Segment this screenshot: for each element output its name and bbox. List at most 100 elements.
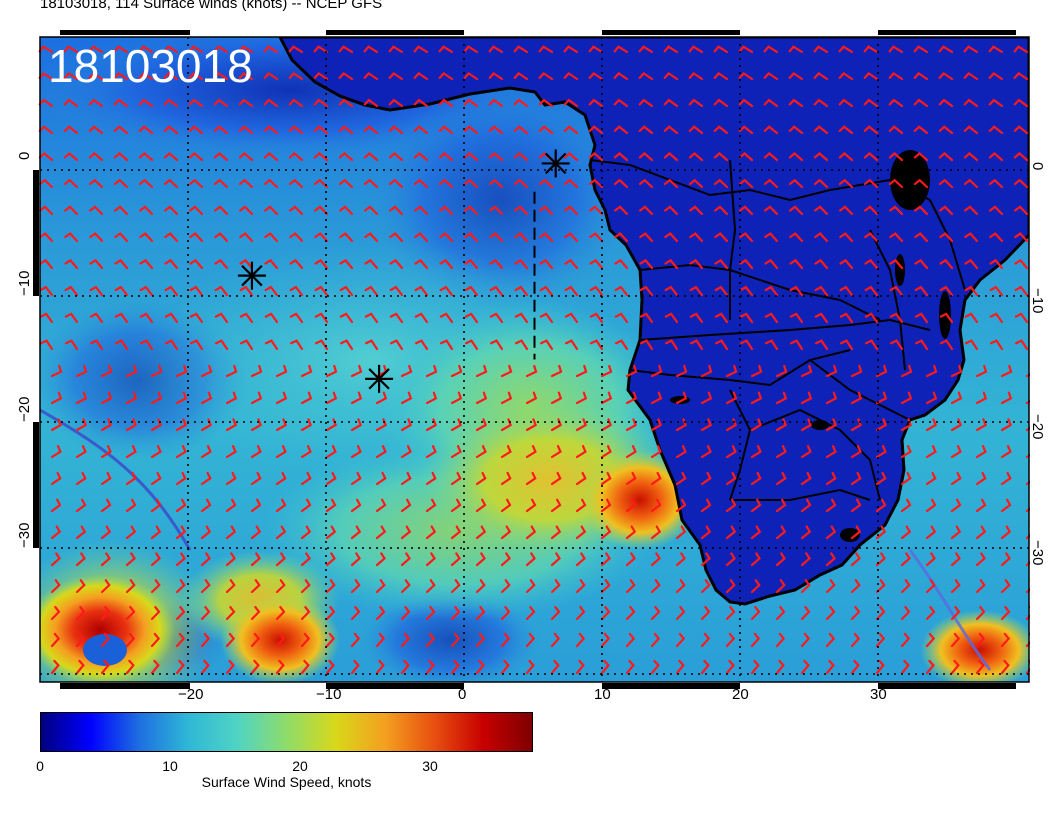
- wind-barb: [488, 45, 504, 54]
- wind-barb: [863, 125, 879, 135]
- wind-barb: [800, 498, 812, 513]
- wind-barb: [325, 552, 336, 567]
- wind-barb: [675, 391, 688, 405]
- wind-barb: [438, 125, 454, 135]
- wind-barb: [900, 525, 912, 540]
- storm-markers: [237, 149, 570, 393]
- wind-barb: [788, 125, 804, 135]
- wind-barb: [100, 659, 110, 675]
- wind-barb: [1025, 453, 1030, 459]
- wind-barb: [775, 418, 788, 432]
- wind-barb: [613, 45, 629, 54]
- wind-barb: [1025, 426, 1030, 432]
- wind-barb: [363, 45, 379, 54]
- wind-barb: [439, 285, 454, 297]
- wind-barb: [125, 471, 137, 486]
- wind-barb: [775, 632, 786, 648]
- wind-barb: [300, 605, 311, 621]
- wind-barb: [88, 178, 104, 189]
- wind-barb: [200, 498, 212, 513]
- wind-barb: [714, 232, 729, 243]
- wind-barb: [914, 258, 929, 270]
- wind-barb: [1014, 339, 1029, 351]
- wind-barb: [638, 71, 654, 81]
- wind-barb: [400, 364, 413, 378]
- wind-barb: [325, 659, 335, 675]
- wind-barb: [825, 364, 838, 378]
- wind-barb: [538, 71, 554, 81]
- wind-barb: [514, 312, 529, 324]
- wind-barb: [963, 98, 979, 108]
- wind-barb: [214, 232, 229, 243]
- wind-barb: [139, 339, 154, 351]
- wind-barb: [563, 125, 579, 135]
- wind-barb: [550, 632, 561, 648]
- wind-barb: [38, 125, 54, 135]
- wind-barb: [50, 471, 62, 486]
- wind-barb: [275, 659, 285, 675]
- wind-barb: [350, 391, 363, 405]
- wind-barb: [188, 152, 204, 162]
- wind-barb: [189, 205, 204, 216]
- wind-barb: [975, 605, 986, 621]
- wind-barb: [213, 45, 229, 54]
- wind-barb: [650, 445, 662, 459]
- wind-barb: [350, 471, 362, 486]
- wind-barb: [114, 339, 129, 351]
- wind-barb: [250, 659, 260, 675]
- wind-barb: [375, 445, 387, 459]
- wind-barb: [139, 205, 154, 216]
- wind-barb: [514, 232, 529, 243]
- wind-barb: [714, 258, 729, 270]
- wind-barb: [338, 152, 354, 162]
- colorbar-tick: 20: [292, 758, 308, 774]
- wind-barb: [839, 285, 854, 297]
- wind-barb: [125, 579, 136, 594]
- wind-barb: [664, 232, 679, 243]
- wind-barb: [88, 45, 104, 54]
- wind-barb: [964, 312, 979, 324]
- wind-barb: [39, 285, 54, 297]
- wind-barb: [88, 152, 104, 162]
- x-tick-top: 20: [732, 30, 749, 31]
- wind-barb: [675, 659, 685, 675]
- wind-barb: [600, 525, 612, 540]
- y-tick-right: −20: [1029, 414, 1046, 440]
- wind-barb: [475, 552, 486, 567]
- wind-map-canvas: 18103018 −20 −10 0 10 20 30: [33, 30, 1030, 689]
- wind-barb: [938, 178, 954, 189]
- y-tick-left: −30: [16, 522, 33, 548]
- wind-barb: [239, 232, 254, 243]
- wind-barb: [525, 659, 535, 675]
- wind-barb: [38, 45, 54, 54]
- wind-barb: [725, 364, 738, 378]
- wind-barb: [675, 632, 686, 648]
- wind-barb: [838, 98, 854, 108]
- wind-barb: [625, 364, 638, 378]
- wind-barb: [1014, 205, 1029, 216]
- wind-barb: [150, 579, 161, 594]
- wind-barb: [39, 339, 54, 351]
- wind-barb: [850, 659, 860, 675]
- wind-barb: [1013, 45, 1029, 54]
- wind-barb: [538, 178, 554, 189]
- wind-barb: [63, 178, 79, 189]
- wind-barb: [200, 605, 211, 621]
- wind-barb: [763, 98, 779, 108]
- wind-map[interactable]: 18103018 −20 −10 0 10 20 30: [30, 30, 1030, 690]
- wind-barb: [875, 445, 887, 459]
- wind-barb: [264, 312, 279, 324]
- wind-barb: [588, 98, 604, 108]
- wind-barb: [525, 391, 538, 405]
- wind-barb: [314, 205, 329, 216]
- wind-barb: [539, 232, 554, 243]
- wind-barb: [513, 152, 529, 162]
- wind-barb: [650, 525, 662, 540]
- wind-barb: [800, 525, 812, 540]
- wind-barb: [289, 285, 304, 297]
- wind-barb: [489, 312, 504, 324]
- wind-barb: [764, 339, 779, 351]
- wind-barb: [875, 418, 888, 432]
- wind-barb: [375, 552, 386, 567]
- wind-barb: [725, 552, 736, 567]
